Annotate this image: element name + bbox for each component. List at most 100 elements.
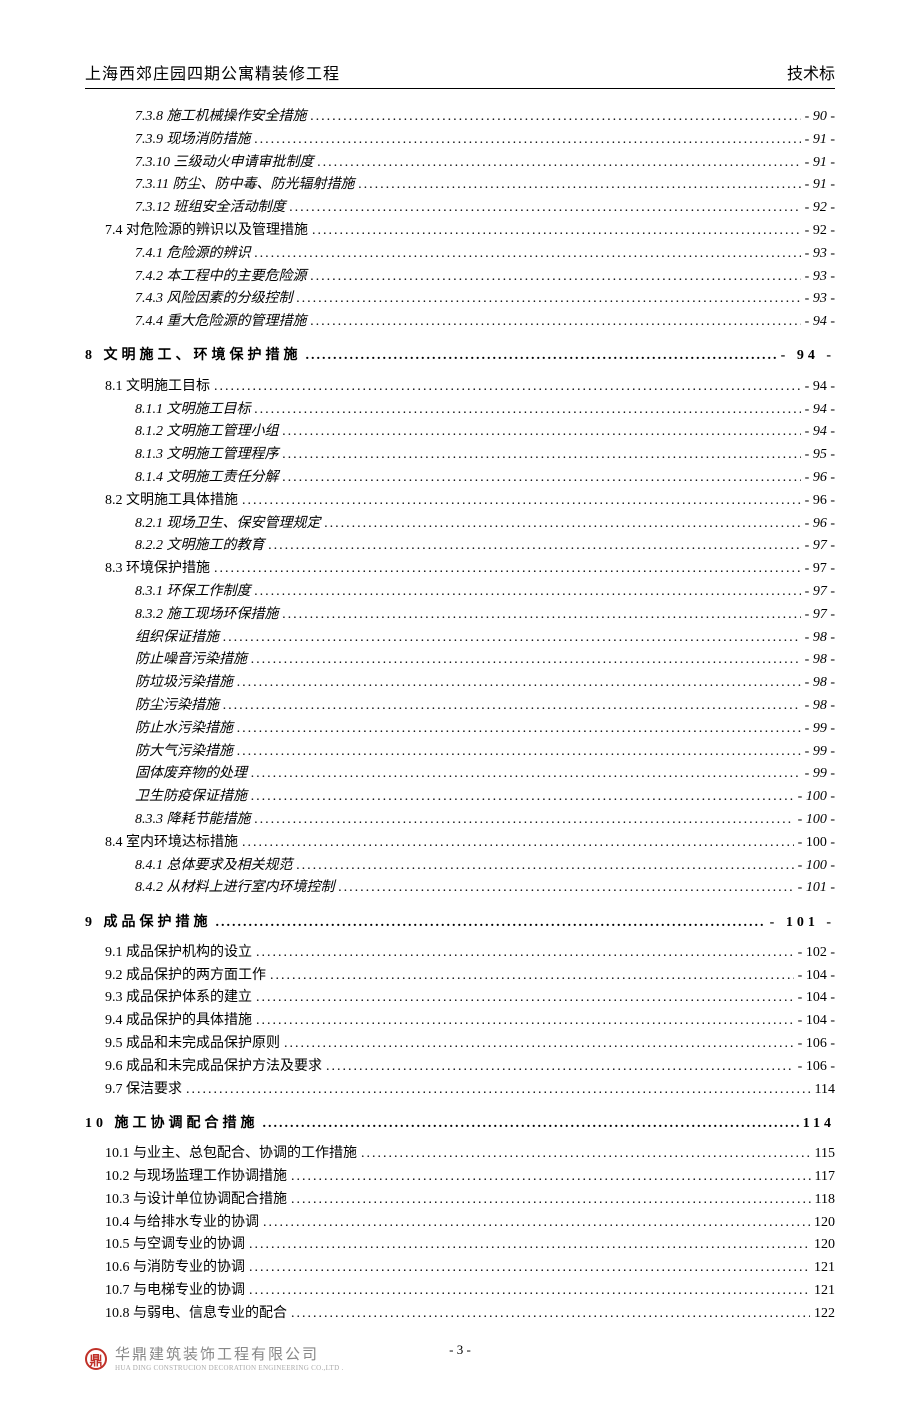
toc-leader-dots — [256, 943, 794, 963]
toc-page-number: - 104 - — [798, 966, 835, 986]
toc-entry-label: 9.5 成品和未完成品保护原则 — [105, 1034, 280, 1054]
toc-leader-dots — [284, 1034, 794, 1054]
company-logo-icon: 鼎 — [85, 1348, 107, 1370]
toc-entry-label: 8.3.1 环保工作制度 — [135, 582, 251, 602]
toc-page-number: 121 — [814, 1281, 835, 1301]
toc-page-number: - 99 - — [805, 742, 835, 762]
toc-leader-dots — [283, 605, 801, 625]
toc-row: 10 施工协调配合措施114 — [85, 1114, 835, 1134]
toc-row: 10.2 与现场监理工作协调措施117 — [85, 1167, 835, 1187]
toc-entry-label: 9.3 成品保护体系的建立 — [105, 988, 252, 1008]
table-of-contents: 7.3.8 施工机械操作安全措施- 90 -7.3.9 现场消防措施- 91 -… — [85, 107, 835, 1324]
toc-row: 9.5 成品和未完成品保护原则 - 106 - — [85, 1034, 835, 1054]
toc-page-number: 121 — [814, 1258, 835, 1278]
toc-entry-label: 7.3.9 现场消防措施 — [135, 130, 251, 150]
toc-row: 8.2 文明施工具体措施 - 96 - — [85, 491, 835, 511]
toc-page-number: - 97 - — [805, 582, 835, 602]
toc-leader-dots — [249, 1258, 810, 1278]
toc-leader-dots — [256, 988, 794, 1008]
toc-leader-dots — [223, 696, 801, 716]
toc-entry-label: 9.4 成品保护的具体措施 — [105, 1011, 252, 1031]
toc-page-number: - 100 - — [798, 810, 835, 830]
toc-row: 8.1.3 文明施工管理程序- 95 - — [85, 445, 835, 465]
toc-entry-label: 防止水污染措施 — [135, 719, 233, 739]
toc-leader-dots — [312, 221, 801, 241]
toc-entry-label: 10.3 与设计单位协调配合措施 — [105, 1190, 287, 1210]
toc-row: 8.3.3 降耗节能措施- 100 - — [85, 810, 835, 830]
toc-row: 9 成品保护措施- 101 - — [85, 913, 835, 933]
toc-entry-label: 9.6 成品和未完成品保护方法及要求 — [105, 1057, 322, 1077]
toc-row: 8.4.2 从材料上进行室内环境控制- 101 - — [85, 878, 835, 898]
toc-leader-dots — [242, 491, 801, 511]
toc-row: 7.3.8 施工机械操作安全措施 - 90 - — [85, 107, 835, 127]
toc-leader-dots — [237, 742, 801, 762]
toc-page-number: - 101 - — [798, 878, 835, 898]
toc-row: 9.6 成品和未完成品保护方法及要求- 106 - — [85, 1057, 835, 1077]
toc-row: 10.7 与电梯专业的协调 121 — [85, 1281, 835, 1301]
toc-entry-label: 10.4 与给排水专业的协调 — [105, 1213, 259, 1233]
toc-page-number: - 102 - — [798, 943, 835, 963]
toc-row: 防大气污染措施- 99 - — [85, 742, 835, 762]
toc-leader-dots — [249, 1281, 810, 1301]
toc-leader-dots — [255, 582, 801, 602]
toc-row: 8.4 室内环境达标措施- 100 - — [85, 833, 835, 853]
toc-entry-label: 8.2.2 文明施工的教育 — [135, 536, 265, 556]
toc-page-number: 120 — [814, 1235, 835, 1255]
toc-entry-label: 10.7 与电梯专业的协调 — [105, 1281, 245, 1301]
toc-page-number: - 104 - — [798, 988, 835, 1008]
toc-entry-label: 8.3.2 施工现场环保措施 — [135, 605, 279, 625]
toc-page-number: - 100 - — [798, 787, 835, 807]
toc-entry-label: 8.2.1 现场卫生、保安管理规定 — [135, 514, 321, 534]
toc-entry-label: 防尘污染措施 — [135, 696, 219, 716]
toc-entry-label: 7.4 对危险源的辨识以及管理措施 — [105, 221, 308, 241]
toc-page-number: - 104 - — [798, 1011, 835, 1031]
toc-page-number: - 106 - — [798, 1034, 835, 1054]
toc-page-number: - 99 - — [805, 719, 835, 739]
toc-row: 9.2 成品保护的两方面工作- 104 - — [85, 966, 835, 986]
toc-leader-dots — [311, 267, 801, 287]
toc-page-number: - 98 - — [805, 673, 835, 693]
toc-entry-label: 10.6 与消防专业的协调 — [105, 1258, 245, 1278]
toc-page-number: - 100 - — [798, 833, 835, 853]
toc-page-number: - 96 - — [805, 491, 835, 511]
toc-entry-label: 7.4.3 风险因素的分级控制 — [135, 289, 293, 309]
toc-entry-label: 10.1 与业主、总包配合、协调的工作措施 — [105, 1144, 357, 1164]
toc-entry-label: 7.3.11 防尘、防中毒、防光辐射措施 — [135, 175, 354, 195]
toc-page-number: - 98 - — [805, 696, 835, 716]
toc-leader-dots — [251, 787, 794, 807]
toc-entry-label: 固体废弃物的处理 — [135, 764, 247, 784]
company-name-cn: 华鼎建筑装饰工程有限公司 — [115, 1347, 319, 1363]
toc-row: 8 文明施工、环境保护措施- 94 - — [85, 346, 835, 366]
header-project-title: 上海西郊庄园四期公寓精装修工程 — [85, 60, 340, 84]
toc-row: 10.6 与消防专业的协调 121 — [85, 1258, 835, 1278]
toc-leader-dots — [237, 673, 801, 693]
toc-leader-dots — [223, 628, 801, 648]
toc-row: 防垃圾污染措施- 98 - — [85, 673, 835, 693]
toc-leader-dots — [214, 559, 801, 579]
toc-page-number: - 101 - — [770, 913, 835, 933]
toc-page-number: - 90 - — [805, 107, 835, 127]
toc-leader-dots — [358, 175, 800, 195]
toc-entry-label: 10.2 与现场监理工作协调措施 — [105, 1167, 287, 1187]
toc-leader-dots — [326, 1057, 794, 1077]
toc-entry-label: 8.2 文明施工具体措施 — [105, 491, 238, 511]
toc-page-number: - 94 - — [805, 422, 835, 442]
toc-entry-label: 7.4.2 本工程中的主要危险源 — [135, 267, 307, 287]
toc-leader-dots — [263, 1213, 810, 1233]
toc-page-number: 122 — [814, 1304, 835, 1324]
toc-entry-label: 8.4.1 总体要求及相关规范 — [135, 856, 293, 876]
toc-entry-label: 8.1.4 文明施工责任分解 — [135, 468, 279, 488]
toc-leader-dots — [270, 966, 794, 986]
toc-leader-dots — [256, 1011, 794, 1031]
toc-leader-dots — [297, 289, 801, 309]
toc-page-number: 120 — [814, 1213, 835, 1233]
toc-leader-dots — [283, 468, 801, 488]
toc-row: 10.8 与弱电、信息专业的配合122 — [85, 1304, 835, 1324]
toc-row: 7.4.4 重大危险源的管理措施- 94 - — [85, 312, 835, 332]
toc-row: 10.4 与给排水专业的协调 120 — [85, 1213, 835, 1233]
toc-entry-label: 9.1 成品保护机构的设立 — [105, 943, 252, 963]
toc-row: 8.1 文明施工目标- 94 - — [85, 377, 835, 397]
toc-entry-label: 7.3.8 施工机械操作安全措施 — [135, 107, 307, 127]
toc-leader-dots — [311, 312, 801, 332]
toc-row: 8.2.1 现场卫生、保安管理规定- 96 - — [85, 514, 835, 534]
